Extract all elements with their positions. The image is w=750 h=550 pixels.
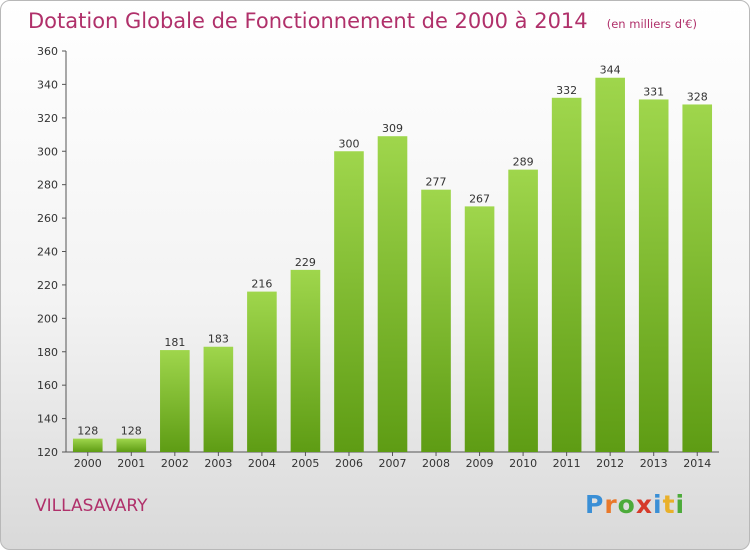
data-label: 183	[208, 333, 229, 346]
commune-name: VILLASAVARY	[35, 496, 148, 516]
chart-title-text: Dotation Globale de Fonctionnement de 20…	[28, 9, 588, 33]
y-tick-label: 200	[37, 312, 58, 325]
data-label: 181	[164, 336, 185, 349]
bar-2007	[377, 136, 408, 452]
y-tick-label: 360	[37, 45, 58, 58]
data-label: 229	[295, 256, 316, 269]
bars	[72, 77, 713, 453]
x-tick-label: 2001	[117, 457, 145, 470]
bar-2000	[72, 438, 103, 452]
bar-2010	[508, 169, 538, 453]
data-label: 309	[382, 122, 403, 135]
data-label: 128	[121, 425, 142, 438]
logo-letter: r	[604, 490, 618, 519]
data-label: 344	[600, 64, 621, 77]
x-tick-label: 2012	[596, 457, 624, 470]
axes: 120 140 160 180 200 220 240 260 280 300 320 340 360 2…	[37, 45, 719, 470]
x-tick-label: 2013	[640, 457, 668, 470]
bar-2014	[682, 104, 713, 452]
y-tick-label: 160	[37, 379, 58, 392]
y-tick-label: 240	[37, 246, 58, 259]
y-tick-label: 340	[37, 78, 58, 91]
data-label: 277	[426, 176, 447, 189]
logo-letter: i	[675, 490, 686, 519]
y-tick-label: 280	[37, 179, 58, 192]
x-tick-label: 2005	[291, 457, 319, 470]
y-tick-label: 320	[37, 112, 58, 125]
y-tick-label: 260	[37, 212, 58, 225]
bar-2004	[247, 291, 277, 452]
bar-2001	[116, 438, 147, 452]
proxiti-logo: Proxiti	[585, 490, 685, 519]
bar-2012	[595, 77, 625, 452]
bar-2011	[551, 97, 582, 453]
bar-2005	[290, 269, 321, 452]
bar-2002	[160, 350, 190, 452]
x-tick-label: 2007	[379, 457, 407, 470]
y-tick-label: 140	[37, 413, 58, 426]
x-tick-label: 2000	[74, 457, 102, 470]
data-label: 128	[77, 425, 98, 438]
x-tick-label: 2006	[335, 457, 363, 470]
data-label: 332	[556, 84, 577, 97]
x-tick-label: 2010	[509, 457, 537, 470]
data-label: 328	[687, 90, 708, 103]
data-label: 267	[469, 192, 490, 205]
data-labels: 128 128 181 183 216 229 300 309 277 267 289 332 344 3…	[77, 64, 707, 438]
y-tick-label: 300	[37, 145, 58, 158]
bar-2006	[334, 151, 364, 452]
x-tick-label: 2003	[204, 457, 232, 470]
x-tick-label: 2009	[466, 457, 494, 470]
x-tick-label: 2008	[422, 457, 450, 470]
x-tick-label: 2011	[553, 457, 581, 470]
bar-2008	[421, 189, 451, 452]
logo-letter: t	[662, 490, 676, 519]
logo-letter: o	[617, 490, 636, 519]
x-tick-label: 2004	[248, 457, 276, 470]
data-label: 300	[338, 137, 359, 150]
chart-subtitle: (en milliers d'€)	[606, 17, 697, 31]
bar-2013	[638, 99, 669, 453]
data-label: 216	[251, 278, 272, 291]
data-label: 331	[643, 85, 664, 98]
bar-2003	[203, 346, 234, 452]
bar-2009	[464, 206, 495, 452]
x-tick-label: 2002	[161, 457, 189, 470]
logo-letter: x	[635, 490, 653, 519]
y-tick-label: 180	[37, 346, 58, 359]
chart-title: Dotation Globale de Fonctionnement de 20…	[28, 9, 697, 33]
data-label: 289	[513, 156, 534, 169]
y-tick-label: 120	[37, 446, 58, 459]
y-tick-label: 220	[37, 279, 58, 292]
logo-letter: i	[653, 490, 663, 519]
logo-letter: P	[585, 490, 605, 519]
x-tick-label: 2014	[683, 457, 711, 470]
